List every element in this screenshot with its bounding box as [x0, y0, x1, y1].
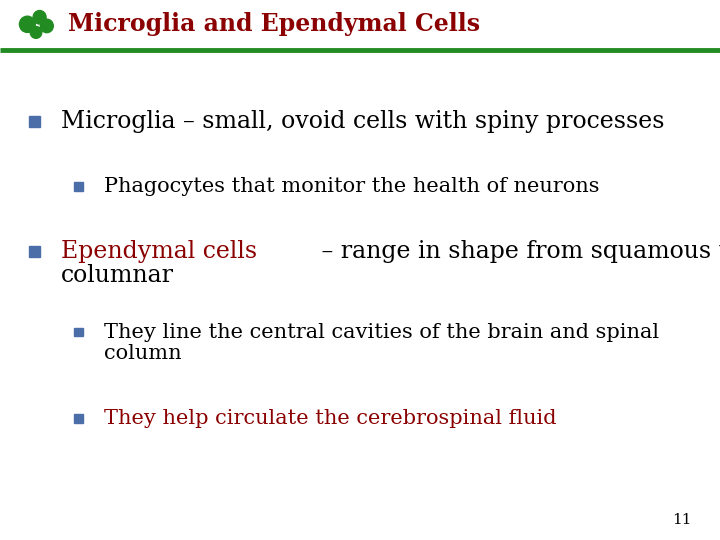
Bar [74, 414, 83, 423]
Ellipse shape [19, 16, 35, 32]
Text: 11: 11 [672, 512, 691, 526]
Text: – range in shape from squamous to: – range in shape from squamous to [314, 240, 720, 262]
Ellipse shape [30, 26, 42, 38]
Text: Phagocytes that monitor the health of neurons: Phagocytes that monitor the health of ne… [104, 177, 600, 196]
Bar [29, 246, 40, 256]
Text: Ependymal cells: Ependymal cells [61, 240, 257, 262]
Text: column: column [104, 345, 182, 363]
Text: columnar: columnar [61, 264, 174, 287]
Bar [29, 116, 40, 127]
Text: They help circulate the cerebrospinal fluid: They help circulate the cerebrospinal fl… [104, 409, 557, 428]
Ellipse shape [40, 19, 53, 33]
Text: Microglia and Ependymal Cells: Microglia and Ependymal Cells [68, 12, 480, 36]
Ellipse shape [33, 10, 46, 24]
Text: They line the central cavities of the brain and spinal: They line the central cavities of the br… [104, 322, 660, 342]
Text: Microglia – small, ovoid cells with spiny processes: Microglia – small, ovoid cells with spin… [61, 110, 665, 133]
Bar [74, 182, 83, 191]
Bar [74, 328, 83, 336]
